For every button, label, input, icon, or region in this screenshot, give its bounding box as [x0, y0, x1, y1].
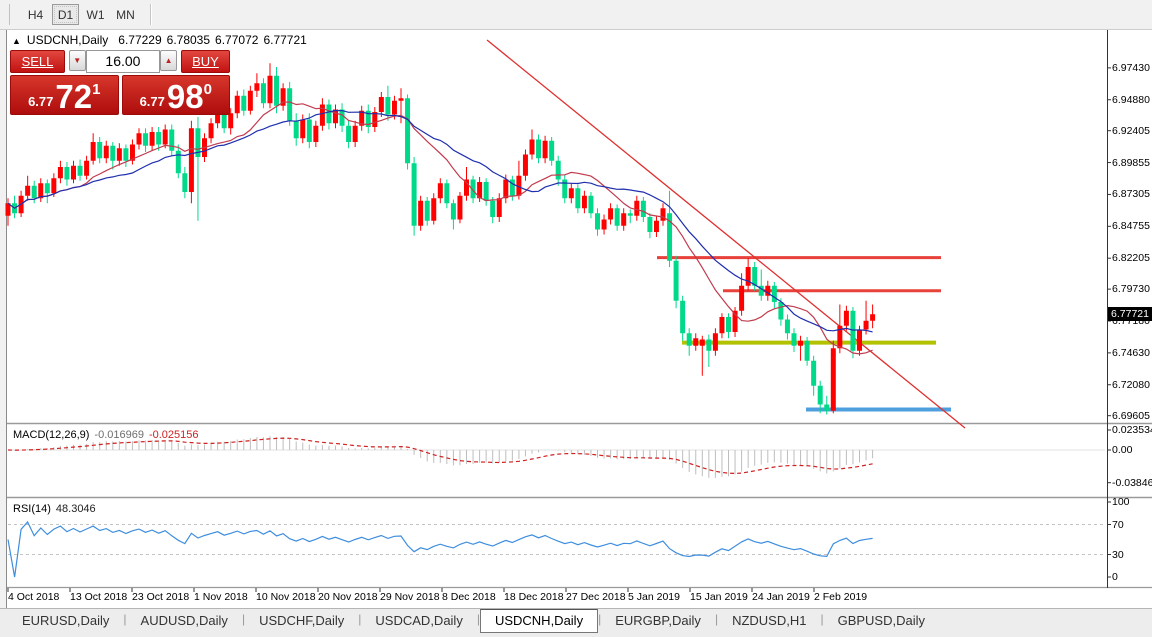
time-axis-label: 27 Dec 2018 — [566, 591, 626, 603]
time-axis-label: 18 Dec 2018 — [504, 591, 564, 603]
macd-axis-label: -0.038466 — [1112, 476, 1152, 489]
tf-w1-button[interactable]: W1 — [82, 4, 109, 25]
macd-axis-label: 0.023534 — [1112, 423, 1152, 436]
timeframe-toolbar: H4 D1 W1 MN — [0, 0, 1152, 30]
volume-increase-button[interactable]: ▲ — [160, 50, 177, 71]
bid-price-big: 72 — [55, 78, 93, 115]
ask-price-big: 98 — [166, 78, 204, 115]
rsi-axis-label: 70 — [1112, 518, 1124, 531]
time-axis-label: 13 Oct 2018 — [70, 591, 128, 603]
tab-usdcnh[interactable]: USDCNH,Daily — [479, 609, 599, 633]
time-axis-label: 8 Dec 2018 — [442, 591, 496, 603]
sell-button[interactable]: SELL — [10, 50, 65, 73]
price-axis-label: 6.87305 — [1112, 188, 1150, 201]
tab-audusd[interactable]: AUDUSD,Daily — [140, 613, 228, 628]
collapse-panel-arrow-icon[interactable]: ▲ — [12, 36, 21, 46]
price-axis-label: 6.72080 — [1112, 378, 1150, 391]
price-axis-label: 6.89855 — [1112, 156, 1150, 169]
buy-button[interactable]: BUY — [180, 50, 230, 73]
tab-separator: | — [820, 612, 824, 626]
volume-input[interactable]: 16.00 — [85, 50, 161, 73]
tf-mn-button[interactable]: MN — [112, 4, 139, 25]
bid-price-tile[interactable]: 6.77 72 1 — [10, 75, 119, 115]
one-click-trading-panel: SELL ▼ 16.00 ▲ BUY 6.77 72 1 6.77 98 0 — [10, 50, 230, 115]
time-axis-label: 4 Oct 2018 — [8, 591, 60, 603]
ask-price-pip: 0 — [203, 81, 212, 98]
price-axis-label: 6.94880 — [1112, 93, 1150, 106]
time-axis-label: 5 Jan 2019 — [628, 591, 680, 603]
tab-separator: | — [358, 612, 362, 626]
tab-gbpusd[interactable]: GBPUSD,Daily — [837, 613, 926, 628]
volume-decrease-button[interactable]: ▼ — [68, 50, 86, 71]
quote-low: 6.77072 — [215, 33, 259, 47]
macd-main-value: -0.016969 — [94, 429, 144, 441]
price-axis-label: 6.74630 — [1112, 346, 1150, 359]
price-axis-label: 6.92405 — [1112, 124, 1150, 137]
tab-separator: | — [123, 612, 127, 626]
tf-h4-button[interactable]: H4 — [22, 4, 49, 25]
tab-usdcad[interactable]: USDCAD,Daily — [375, 613, 463, 628]
tab-separator: | — [714, 612, 719, 626]
toolbar-truncated-button[interactable] — [0, 4, 10, 25]
tab-separator: | — [476, 612, 480, 626]
quote-high: 6.78035 — [166, 33, 211, 47]
tab-separator: | — [241, 612, 246, 626]
tf-d1-button[interactable]: D1 — [52, 4, 79, 25]
candlesticks-layer — [5, 63, 876, 415]
rsi-axis-label: 30 — [1112, 548, 1124, 561]
tab-usdchf[interactable]: USDCHF,Daily — [259, 613, 345, 628]
time-axis-label: 1 Nov 2018 — [194, 591, 248, 603]
rsi-indicator-label: RSI(14) 48.3046 — [13, 503, 96, 515]
chart-symbol: USDCNH,Daily — [26, 33, 109, 47]
descending-trendline[interactable] — [486, 39, 966, 429]
time-axis-label: 2 Feb 2019 — [814, 591, 868, 603]
tab-eurgbp[interactable]: EURGBP,Daily — [615, 613, 701, 628]
time-axis-label: 29 Nov 2018 — [380, 591, 440, 603]
tab-separator: | — [598, 612, 602, 626]
current-price-badge: 6.77721 — [1108, 307, 1152, 322]
time-axis-label: 10 Nov 2018 — [256, 591, 316, 603]
time-axis-label: 23 Oct 2018 — [132, 591, 190, 603]
ask-price-main: 6.77 — [139, 94, 165, 109]
quote-open: 6.77229 — [118, 33, 162, 47]
tab-eurusd[interactable]: EURUSD,Daily — [22, 613, 110, 628]
price-axis-label: 6.79730 — [1112, 283, 1150, 296]
ask-price-tile[interactable]: 6.77 98 0 — [121, 75, 230, 115]
rsi-axis-label: 100 — [1112, 496, 1130, 508]
price-axis-label: 6.97430 — [1112, 61, 1150, 74]
chart-title: ▲ USDCNH,Daily 6.77229 6.78035 6.77072 6.7772… — [12, 33, 312, 47]
bid-price-main: 6.77 — [28, 94, 54, 109]
macd-histogram — [14, 436, 874, 478]
price-axis-label: 6.84755 — [1112, 220, 1150, 233]
quote-close: 6.77721 — [263, 33, 307, 47]
time-axis-label: 15 Jan 2019 — [690, 591, 748, 603]
price-axis-label: 6.82205 — [1112, 252, 1150, 265]
toolbar-separator — [150, 4, 151, 25]
price-axis-label: 6.69605 — [1112, 409, 1150, 422]
tab-nzdusd[interactable]: NZDUSD,H1 — [732, 613, 807, 628]
macd-signal-value: -0.025156 — [148, 429, 199, 441]
macd-indicator-label: MACD(12,26,9) -0.016969 -0.025156 — [13, 429, 199, 441]
rsi-value: 48.3046 — [55, 503, 96, 515]
time-axis-label: 24 Jan 2019 — [752, 591, 810, 603]
chart-tab-bar: EURUSD,Daily | AUDUSD,Daily | USDCHF,Daily | U… — [0, 608, 1152, 637]
time-axis-label: 20 Nov 2018 — [318, 591, 378, 603]
rsi-axis-label: 0 — [1112, 571, 1118, 583]
bid-price-pip: 1 — [92, 81, 101, 98]
macd-axis-label: 0.00 — [1112, 444, 1133, 456]
